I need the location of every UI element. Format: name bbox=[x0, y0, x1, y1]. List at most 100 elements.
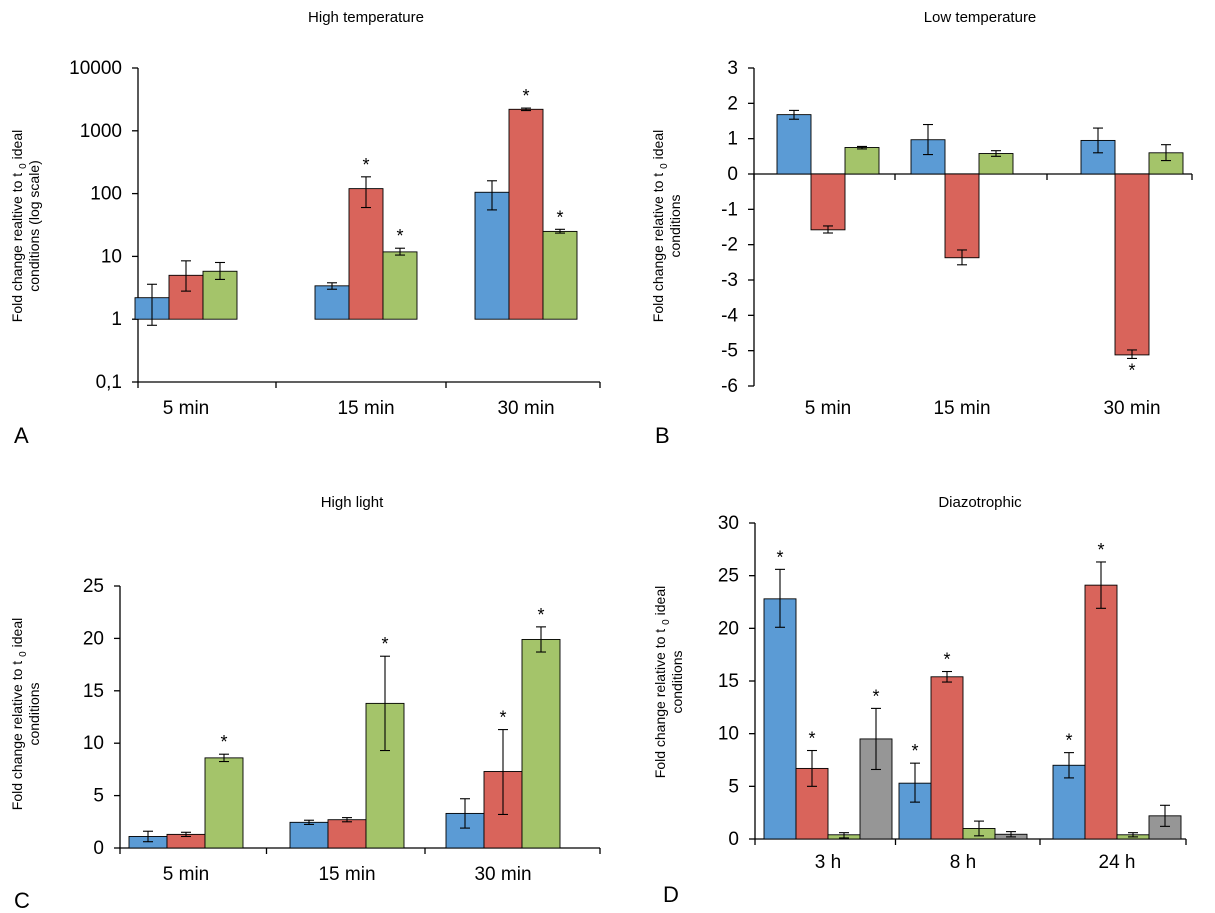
y-tick-label: -5 bbox=[721, 341, 738, 362]
significance-star: * bbox=[1097, 540, 1104, 560]
panel-letter: C bbox=[14, 888, 30, 913]
y-tick-label: 10000 bbox=[69, 58, 122, 79]
bar bbox=[810, 173, 846, 231]
bar bbox=[1114, 173, 1150, 356]
x-category-label: 15 min bbox=[933, 398, 990, 419]
chart-title: High temperature bbox=[308, 9, 424, 26]
panel-letter: B bbox=[655, 423, 670, 448]
y-axis-label: Fold change relative to t 0 ideal conditio… bbox=[9, 618, 42, 810]
panel-letter: A bbox=[14, 423, 29, 448]
bar bbox=[1080, 139, 1116, 175]
y-axis-label-line1: Fold change relative to t 0 ideal bbox=[9, 618, 29, 810]
x-category-label: 3 h bbox=[815, 852, 841, 873]
bar bbox=[763, 598, 797, 840]
y-tick-label: 0 bbox=[727, 164, 738, 185]
y-axis-label-subscript: 0 bbox=[661, 619, 672, 625]
significance-star: * bbox=[943, 650, 950, 670]
bar bbox=[314, 285, 350, 320]
y-tick-label: 10 bbox=[718, 724, 739, 745]
bar bbox=[204, 757, 244, 849]
y-tick-label: -1 bbox=[721, 199, 738, 220]
y-tick-label: -2 bbox=[721, 235, 738, 256]
y-tick-label: 2 bbox=[727, 93, 738, 114]
y-axis-label-line2: conditions bbox=[667, 194, 683, 257]
significance-star: * bbox=[556, 207, 563, 227]
bar bbox=[348, 188, 384, 320]
y-tick-label: -3 bbox=[721, 270, 738, 291]
bar bbox=[844, 147, 880, 175]
y-axis-label-main: Fold change realtive to t bbox=[9, 169, 25, 322]
y-tick-label: -4 bbox=[721, 305, 738, 326]
bar bbox=[382, 251, 418, 320]
significance-star: * bbox=[522, 86, 529, 106]
y-tick-label: 15 bbox=[83, 681, 104, 702]
x-category-label: 15 min bbox=[337, 398, 394, 419]
x-category-label: 30 min bbox=[1103, 398, 1160, 419]
y-tick-label: 0,1 bbox=[96, 372, 122, 393]
significance-star: * bbox=[776, 547, 783, 567]
significance-star: * bbox=[220, 732, 227, 752]
y-axis-label-subscript: 0 bbox=[18, 651, 29, 657]
bar bbox=[474, 191, 510, 320]
y-axis-label: Fold change relative to t 0 ideal conditio… bbox=[650, 130, 683, 322]
y-tick-label: 100 bbox=[90, 184, 122, 205]
bar bbox=[930, 676, 964, 840]
significance-star: * bbox=[537, 605, 544, 625]
x-category-label: 24 h bbox=[1099, 852, 1136, 873]
y-axis-label-line1: Fold change relative to t 0 ideal bbox=[650, 130, 670, 322]
bar bbox=[542, 230, 578, 320]
y-axis-label-main: Fold change relative to t bbox=[652, 625, 668, 778]
y-axis-label-after: ideal bbox=[9, 618, 25, 648]
bar bbox=[508, 108, 544, 320]
bar bbox=[289, 821, 329, 849]
x-category-label: 5 min bbox=[805, 398, 851, 419]
y-tick-label: 1 bbox=[727, 129, 738, 150]
chart-panel-a: High temperature 0,1 1 10 100 1000 10000 Fold c… bbox=[9, 9, 601, 448]
y-tick-label: 15 bbox=[718, 671, 739, 692]
y-axis-label-main: Fold change relative to t bbox=[650, 169, 666, 322]
significance-star: * bbox=[1065, 731, 1072, 751]
y-tick-label: 5 bbox=[728, 776, 739, 797]
y-tick-label: 1000 bbox=[80, 121, 122, 142]
y-axis-label: Fold change relative to t 0 ideal conditio… bbox=[652, 586, 685, 778]
x-category-label: 30 min bbox=[497, 398, 554, 419]
chart-panel-b: Low temperature -6 -5 -4 -3 -2 -1 0 1 2 3 Fold chan… bbox=[650, 9, 1193, 448]
y-axis-label-subscript: 0 bbox=[659, 163, 670, 169]
y-tick-label: 10 bbox=[83, 733, 104, 754]
y-tick-label: 0 bbox=[728, 829, 739, 850]
significance-star: * bbox=[381, 634, 388, 654]
y-axis-label-line2: conditions (log scale) bbox=[26, 160, 42, 292]
y-axis-label-line2: conditions bbox=[26, 682, 42, 745]
y-tick-label: 25 bbox=[718, 566, 739, 587]
bar bbox=[327, 819, 367, 849]
y-tick-label: 1 bbox=[111, 309, 122, 330]
y-tick-label: 25 bbox=[83, 576, 104, 597]
y-tick-label: 30 bbox=[718, 513, 739, 534]
y-tick-label: 0 bbox=[93, 838, 104, 859]
bar bbox=[1084, 584, 1118, 840]
significance-star: * bbox=[808, 729, 815, 749]
y-axis-label-after: ideal bbox=[652, 586, 668, 616]
y-axis-label-after: ideal bbox=[650, 130, 666, 160]
x-category-label: 8 h bbox=[950, 852, 976, 873]
panel-letter: D bbox=[663, 882, 679, 907]
chart-title: Low temperature bbox=[924, 9, 1037, 26]
y-axis-label-line2: conditions bbox=[669, 650, 685, 713]
y-tick-label: -6 bbox=[721, 376, 738, 397]
significance-star: * bbox=[396, 226, 403, 246]
x-category-label: 15 min bbox=[318, 864, 375, 885]
chart-title: Diazotrophic bbox=[938, 494, 1022, 511]
y-axis-label-main: Fold change relative to t bbox=[9, 657, 25, 810]
bar bbox=[944, 173, 980, 259]
y-tick-label: 3 bbox=[727, 58, 738, 79]
y-axis-label-line1: Fold change relative to t 0 ideal bbox=[652, 586, 672, 778]
x-category-label: 5 min bbox=[163, 864, 209, 885]
bar bbox=[776, 114, 812, 175]
y-axis-label-subscript: 0 bbox=[18, 163, 29, 169]
significance-star: * bbox=[872, 686, 879, 706]
y-tick-label: 20 bbox=[83, 628, 104, 649]
significance-star: * bbox=[362, 155, 369, 175]
y-tick-label: 20 bbox=[718, 618, 739, 639]
significance-star: * bbox=[1128, 360, 1135, 380]
